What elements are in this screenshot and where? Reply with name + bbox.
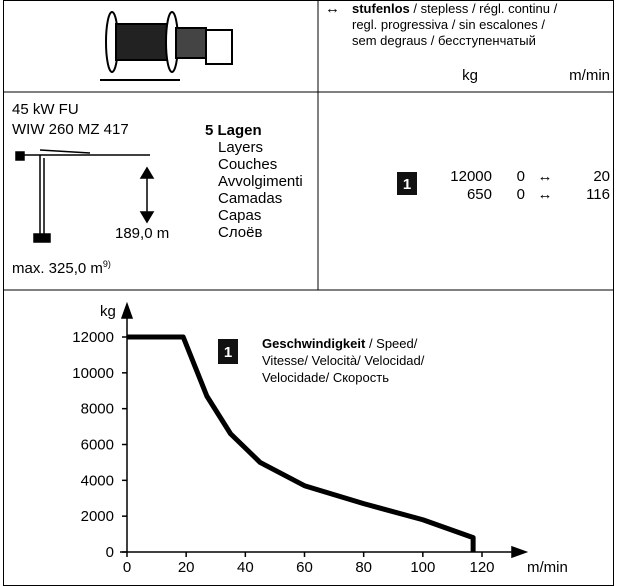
spec-cell: 116: [586, 186, 610, 203]
layer-name: Avvolgimenti: [218, 173, 303, 190]
y-tick-label: 12000: [72, 329, 114, 346]
y-tick-label: 0: [106, 544, 114, 561]
col-speed: m/min: [569, 67, 610, 84]
speed-bold: stufenlos: [352, 1, 410, 16]
layer-name: Couches: [218, 156, 277, 173]
height: 189,0 m: [115, 225, 169, 242]
spec-cell: 0: [517, 168, 525, 185]
motor: 45 kW FU: [12, 101, 79, 118]
layer-name: Camadas: [218, 190, 282, 207]
x-tick-label: 40: [237, 559, 254, 576]
frame: [4, 1, 614, 586]
legend-line: Geschwindigkeit / Speed/: [262, 336, 418, 351]
y-tick-label: 6000: [81, 437, 114, 454]
x-tick-label: 60: [296, 559, 313, 576]
y-tick-label: 10000: [72, 365, 114, 382]
legend-series: 1: [224, 344, 232, 361]
layers-bold: 5 Lagen: [205, 122, 262, 139]
y-tick-label: 2000: [81, 508, 114, 525]
speed-line: regl. progressiva / sin escalones /: [352, 17, 545, 32]
legend-line: Vitesse/ Velocità/ Velocidad/: [262, 353, 425, 368]
x-tick-label: 120: [469, 559, 494, 576]
spec-cell: ↔: [538, 168, 553, 185]
y-tick-label: 8000: [81, 401, 114, 418]
layer-name: Слоёв: [218, 224, 262, 241]
winch: WIW 260 MZ 417: [12, 121, 129, 138]
max-text: max. 325,0 m: [12, 260, 103, 277]
x-tick-label: 20: [178, 559, 195, 576]
spec-cell: 650: [467, 186, 492, 203]
spec-cell: ↔: [538, 186, 553, 203]
x-tick-label: 100: [410, 559, 435, 576]
col-load: kg: [462, 67, 478, 84]
layer-name: Capas: [218, 207, 261, 224]
x-tick-label: 80: [355, 559, 372, 576]
layer-name: Layers: [218, 139, 263, 156]
y-label: kg: [100, 303, 116, 320]
speed-line: stufenlos / stepless / régl. continu /: [352, 1, 558, 16]
x-tick-label: 0: [123, 559, 131, 576]
winch-icon: [100, 12, 232, 80]
speed-text: / stepless / régl. continu /: [413, 1, 557, 16]
spec-cell: 0: [517, 186, 525, 203]
legend-bold: Geschwindigkeit: [262, 336, 366, 351]
max-height: max. 325,0 m9): [12, 259, 111, 277]
spec-cell: 12000: [450, 168, 492, 185]
spec-cell: 20: [593, 168, 610, 185]
legend-line: Velocidade/ Скорость: [262, 370, 389, 385]
arrow: ↔: [325, 0, 340, 17]
x-label: m/min: [527, 559, 568, 576]
datasheet: ↔ stufenlos / stepless / régl. continu /…: [0, 0, 617, 586]
footnote: 9): [103, 259, 111, 269]
badge-label: 1: [403, 176, 411, 193]
legend-text: / Speed/: [369, 336, 418, 351]
y-tick-label: 4000: [81, 472, 114, 489]
page: ↔ stufenlos / stepless / régl. continu /…: [0, 0, 617, 586]
speed-line: sem degraus / бесступенчатый: [352, 33, 536, 48]
